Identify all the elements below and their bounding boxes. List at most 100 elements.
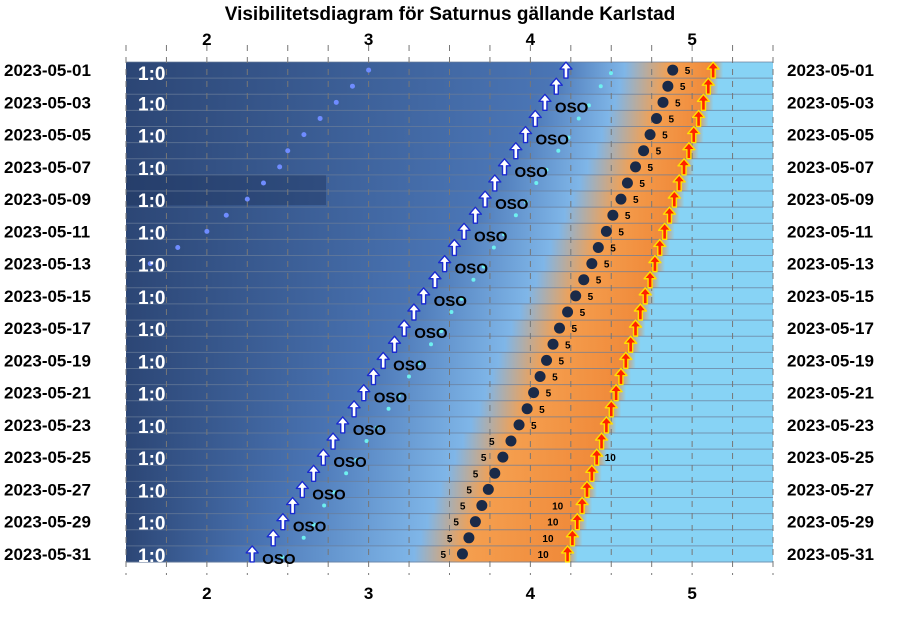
planet-dot — [586, 258, 598, 270]
bottom-axis-ticks: 2 3 4 5 — [202, 584, 697, 603]
planet-dot — [482, 483, 494, 495]
moon-marker: 1:0 — [138, 159, 165, 180]
sunrise-arrow — [623, 335, 638, 353]
planet-dot — [541, 354, 553, 366]
sunrise-arrow — [667, 190, 682, 208]
right-date-label: 2023-05-27 — [787, 480, 874, 499]
planet-dot — [644, 129, 656, 141]
moon-marker: 1:0 — [138, 417, 165, 438]
moon-dot — [204, 228, 210, 234]
planet-dot — [600, 225, 612, 237]
planet-dot — [456, 548, 468, 560]
sunrise-arrow — [599, 416, 614, 434]
moon-dot — [147, 261, 153, 267]
sunrise-arrow — [594, 432, 609, 450]
planet-dot — [489, 467, 501, 479]
cyan-dot — [449, 310, 454, 314]
magnitude-label: 5 — [588, 292, 594, 303]
cyan-dot — [374, 425, 379, 430]
moon-marker: 1:0 — [138, 223, 165, 244]
sunrise-arrow — [604, 400, 618, 418]
planet-dot — [570, 290, 582, 302]
bottom-tick-label: 3 — [364, 584, 373, 603]
moon-dot — [333, 99, 339, 105]
rise-arrow — [559, 61, 573, 79]
cyan-dot — [301, 535, 306, 540]
left-date-labels: 2023-05-01 2023-05-03 2023-05-05 2023-05-07… — [4, 61, 91, 564]
cyan-dot — [280, 554, 285, 559]
sunrise-label: 10 — [538, 550, 550, 561]
moon-dot — [223, 212, 229, 218]
rise-arrow — [316, 448, 331, 466]
cyan-dot — [429, 342, 434, 347]
magnitude-label: 5 — [447, 534, 453, 545]
cyan-dot — [556, 148, 561, 153]
right-date-label: 2023-05-31 — [787, 545, 874, 564]
planet-dot — [592, 241, 604, 253]
right-date-label: 2023-05-23 — [787, 416, 874, 435]
sunrise-arrow — [672, 174, 686, 192]
cyan-dot — [576, 116, 581, 121]
left-date-label: 2023-05-11 — [4, 222, 90, 241]
rise-arrow — [245, 545, 259, 563]
rise-arrow — [538, 93, 552, 112]
bottom-tick-label: 5 — [687, 584, 696, 603]
rise-arrow — [447, 238, 462, 257]
sunrise-arrow — [643, 271, 657, 289]
right-date-labels: 2023-05-01 2023-05-03 2023-05-05 2023-05-07… — [787, 61, 874, 564]
right-date-label: 2023-05-05 — [787, 126, 874, 145]
magnitude-label: 5 — [539, 405, 545, 416]
rise-arrow — [457, 222, 471, 241]
planet-dot — [607, 209, 619, 221]
cyan-dot — [396, 393, 401, 398]
moon-marker: 1:0 — [138, 191, 165, 212]
magnitude-label: 5 — [656, 147, 662, 158]
sunrise-arrow — [657, 222, 672, 241]
moon-dots — [147, 67, 613, 559]
sunrise-arrow — [609, 383, 623, 402]
left-date-label: 2023-05-25 — [4, 448, 91, 467]
cyan-dot — [534, 180, 539, 185]
direction-label: OSO — [312, 486, 346, 503]
right-date-label: 2023-05-01 — [787, 61, 874, 80]
direction-label: OSO — [536, 132, 570, 149]
moon-marker: 1:0 — [138, 481, 165, 502]
left-date-label: 2023-05-17 — [4, 319, 91, 338]
magnitude-label: 5 — [481, 453, 487, 464]
magnitude-label: 5 — [662, 131, 668, 142]
moon-marker: 1:0 — [138, 546, 165, 567]
planet-dot — [469, 516, 481, 528]
sunrise-arrow — [696, 93, 711, 112]
magnitude-label: 5 — [473, 469, 479, 480]
planet-dot — [534, 371, 546, 383]
sunrise-arrow — [628, 319, 643, 337]
planet-dot — [630, 161, 642, 173]
magnitude-label: 5 — [596, 276, 602, 287]
planet-dot — [621, 177, 633, 189]
right-date-label: 2023-05-29 — [787, 513, 874, 532]
sunrise-arrow — [560, 545, 575, 563]
magnitude-label: 5 — [648, 163, 654, 174]
bottom-tick-label: 2 — [202, 584, 211, 603]
moon-marker: 1:0 — [138, 94, 165, 115]
magnitude-label: 5 — [565, 340, 571, 351]
magnitude-label: 5 — [571, 324, 577, 335]
cyan-dot — [524, 200, 529, 205]
planet-dot — [476, 500, 488, 512]
left-date-label: 2023-05-29 — [4, 513, 91, 532]
rise-arrow — [437, 254, 452, 273]
planet-dot — [667, 64, 679, 76]
rise-arrow — [407, 303, 421, 321]
planet-dot — [528, 387, 540, 399]
sunrise-arrow — [653, 238, 667, 257]
cyan-dot — [417, 361, 422, 366]
planet-dot — [657, 96, 669, 108]
sunrise-arrow — [565, 529, 580, 547]
sunrise-label: 10 — [547, 518, 559, 529]
planet-dot — [497, 451, 509, 463]
sunrise-arrow — [575, 496, 589, 515]
rise-arrow — [336, 416, 350, 434]
cyan-dot — [406, 374, 411, 379]
moon-dot — [285, 148, 291, 154]
sunrise-arrow — [585, 464, 599, 482]
